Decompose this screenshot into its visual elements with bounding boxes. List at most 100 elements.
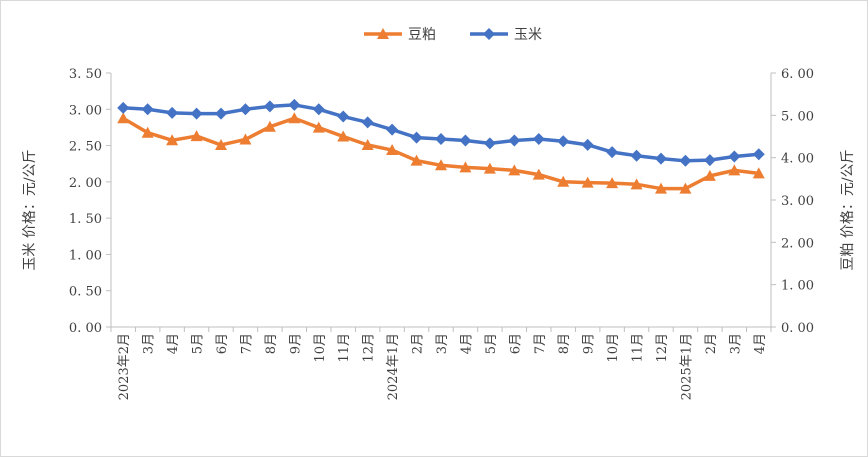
corn-point	[679, 154, 692, 167]
soymeal-point	[703, 169, 716, 181]
corn-point	[508, 134, 521, 147]
right-tick-label: 1. 00	[781, 279, 814, 294]
corn-point	[190, 107, 203, 120]
x-tick-label: 12月	[655, 333, 670, 363]
left-tick-label: 2. 50	[69, 140, 102, 155]
soymeal-point	[215, 138, 227, 150]
corn-point	[263, 100, 276, 113]
x-tick-label: 3月	[728, 333, 743, 354]
x-tick-label: 6月	[508, 333, 523, 354]
left-tick-label: 1. 00	[69, 248, 102, 263]
right-tick-label: 2. 00	[781, 236, 814, 251]
right-tick-label: 4. 00	[781, 152, 814, 167]
x-tick-label: 3月	[142, 333, 157, 354]
corn-point	[239, 103, 252, 116]
x-tick-label: 8月	[264, 333, 279, 354]
x-tick-label: 6月	[215, 333, 230, 354]
corn-point	[532, 133, 545, 146]
corn-point	[703, 154, 716, 167]
soymeal-point	[141, 126, 154, 138]
soymeal-point	[508, 164, 521, 176]
x-tick-label: 7月	[239, 333, 254, 354]
corn-point	[655, 152, 667, 165]
corn-point	[337, 110, 350, 123]
corn-point	[630, 149, 643, 162]
soymeal-point	[166, 134, 179, 146]
x-tick-label: 9月	[288, 333, 303, 354]
x-tick-label: 12月	[362, 333, 377, 363]
x-tick-label: 5月	[484, 333, 499, 354]
right-tick-label: 3. 00	[781, 194, 814, 209]
soymeal-point	[557, 175, 570, 187]
left-tick-label: 0. 50	[69, 285, 102, 300]
right-tick-label: 5. 00	[781, 109, 814, 124]
x-tick-label: 11月	[631, 333, 646, 363]
series-line-soymeal	[122, 116, 759, 191]
corn-point	[215, 107, 227, 120]
soymeal-point	[263, 120, 276, 132]
corn-point	[581, 138, 594, 151]
soymeal-point	[361, 138, 374, 150]
soymeal-point	[190, 130, 203, 142]
corn-point	[312, 103, 325, 116]
x-tick-label: 2024年1月	[386, 333, 401, 400]
soymeal-point	[239, 133, 252, 145]
x-tick-label: 2023年2月	[117, 333, 132, 400]
legend-label: 豆粕	[408, 27, 436, 43]
x-tick-label: 3月	[435, 333, 450, 354]
corn-point	[288, 98, 301, 111]
soymeal-point	[117, 112, 130, 124]
corn-point	[752, 148, 765, 161]
soymeal-point	[288, 112, 301, 124]
soymeal-point	[386, 144, 399, 156]
corn-point	[117, 101, 130, 114]
x-tick-label: 4月	[459, 333, 474, 354]
legend-marker-triangle	[377, 28, 389, 39]
soymeal-point	[606, 177, 619, 189]
corn-point	[728, 150, 741, 163]
corn-point	[483, 137, 496, 150]
corn-point	[361, 116, 374, 129]
left-tick-label: 0. 00	[69, 321, 102, 336]
soymeal-point	[655, 182, 667, 194]
corn-point	[557, 135, 570, 148]
corn-point	[141, 103, 154, 116]
soymeal-point	[581, 176, 594, 188]
soymeal-point	[630, 178, 643, 190]
soymeal-point	[752, 167, 765, 179]
corn-point	[410, 131, 423, 144]
x-tick-label: 2025年1月	[679, 333, 694, 400]
soymeal-point	[483, 162, 496, 174]
soymeal-point	[728, 164, 741, 176]
x-tick-label: 2月	[704, 333, 719, 354]
legend-label: 玉米	[514, 27, 542, 43]
right-axis-title: 豆粕 价格：元/公斤	[840, 149, 856, 270]
soymeal-point	[337, 130, 350, 142]
soymeal-point	[532, 168, 545, 180]
x-tick-label: 10月	[606, 333, 621, 363]
corn-point	[166, 106, 179, 119]
left-axis-title: 玉米 价格：元/公斤	[22, 149, 38, 270]
x-tick-label: 8月	[557, 333, 572, 354]
x-tick-label: 9月	[582, 333, 597, 354]
left-tick-label: 1. 50	[69, 212, 102, 227]
corn-point	[459, 134, 472, 147]
corn-point	[606, 146, 619, 159]
right-tick-label: 0. 00	[781, 321, 814, 336]
x-tick-label: 10月	[313, 333, 328, 363]
corn-point	[435, 133, 447, 146]
soymeal-point	[459, 161, 472, 173]
x-tick-label: 5月	[191, 333, 206, 354]
x-tick-label: 2月	[411, 333, 426, 354]
left-tick-label: 3. 50	[69, 67, 102, 82]
left-tick-label: 2. 00	[69, 176, 102, 191]
right-tick-label: 6. 00	[781, 67, 814, 82]
x-tick-label: 7月	[533, 333, 548, 354]
x-tick-label: 4月	[166, 333, 181, 354]
soymeal-point	[312, 121, 325, 133]
x-tick-label: 4月	[753, 333, 768, 354]
soymeal-point	[410, 154, 423, 166]
legend-marker-diamond	[483, 28, 495, 40]
soymeal-point	[679, 182, 692, 194]
